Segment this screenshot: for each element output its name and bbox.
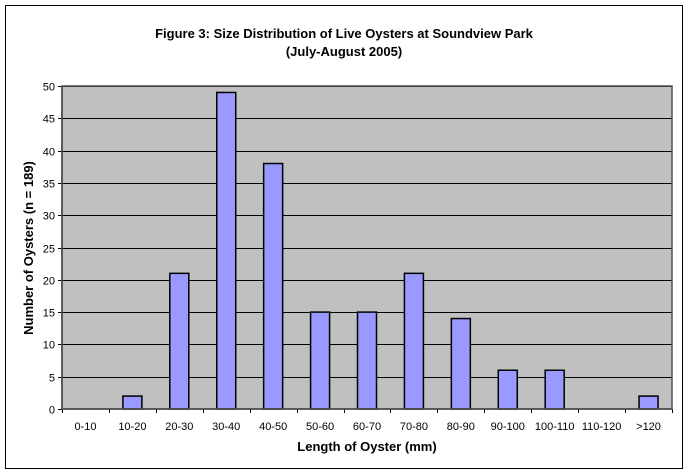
- chart-subtitle: (July-August 2005): [286, 44, 402, 59]
- bar: [403, 272, 425, 410]
- x-tick-label: 100-110: [535, 421, 575, 433]
- x-tick-label: 20-30: [165, 421, 193, 433]
- y-tick-label: 15: [43, 308, 55, 320]
- chart-title: Figure 3: Size Distribution of Live Oyst…: [155, 26, 534, 41]
- plot-border: [61, 85, 673, 410]
- x-tick-label: 30-40: [212, 421, 240, 433]
- y-tick-label: 40: [43, 147, 55, 159]
- x-axis-label: Length of Oyster (mm): [297, 439, 436, 454]
- x-tick-label: 70-80: [400, 421, 428, 433]
- x-tick-label: 10-20: [118, 421, 146, 433]
- y-tick-label: 25: [43, 244, 55, 256]
- bar: [309, 311, 331, 410]
- y-tick-label: 30: [43, 211, 55, 223]
- bar: [169, 272, 190, 410]
- bar: [544, 369, 565, 410]
- x-tick-label: 110-120: [582, 421, 622, 433]
- x-tick-label: 80-90: [447, 421, 475, 433]
- y-tick-label: 20: [43, 276, 55, 288]
- bar: [356, 311, 378, 410]
- y-tick-label: 0: [49, 405, 55, 417]
- x-tick-label: 60-70: [353, 421, 381, 433]
- x-tick-label: 0-10: [74, 421, 96, 433]
- x-tick-label: >120: [636, 421, 661, 433]
- bar: [122, 395, 143, 410]
- y-tick-label: 10: [43, 340, 55, 352]
- bar: [215, 91, 237, 410]
- y-tick-label: 50: [43, 82, 55, 94]
- y-axis-label: Number of Oysters (n = 189): [21, 161, 36, 335]
- y-tick-label: 35: [43, 179, 55, 191]
- bar: [450, 317, 472, 410]
- x-tick-label: 50-60: [306, 421, 334, 433]
- y-tick-label: 45: [43, 114, 55, 126]
- bar: [638, 395, 659, 410]
- y-tick-label: 5: [49, 373, 55, 385]
- bar: [497, 369, 519, 410]
- x-tick-label: 90-100: [491, 421, 525, 433]
- x-tick-label: 40-50: [259, 421, 287, 433]
- bar: [262, 162, 284, 410]
